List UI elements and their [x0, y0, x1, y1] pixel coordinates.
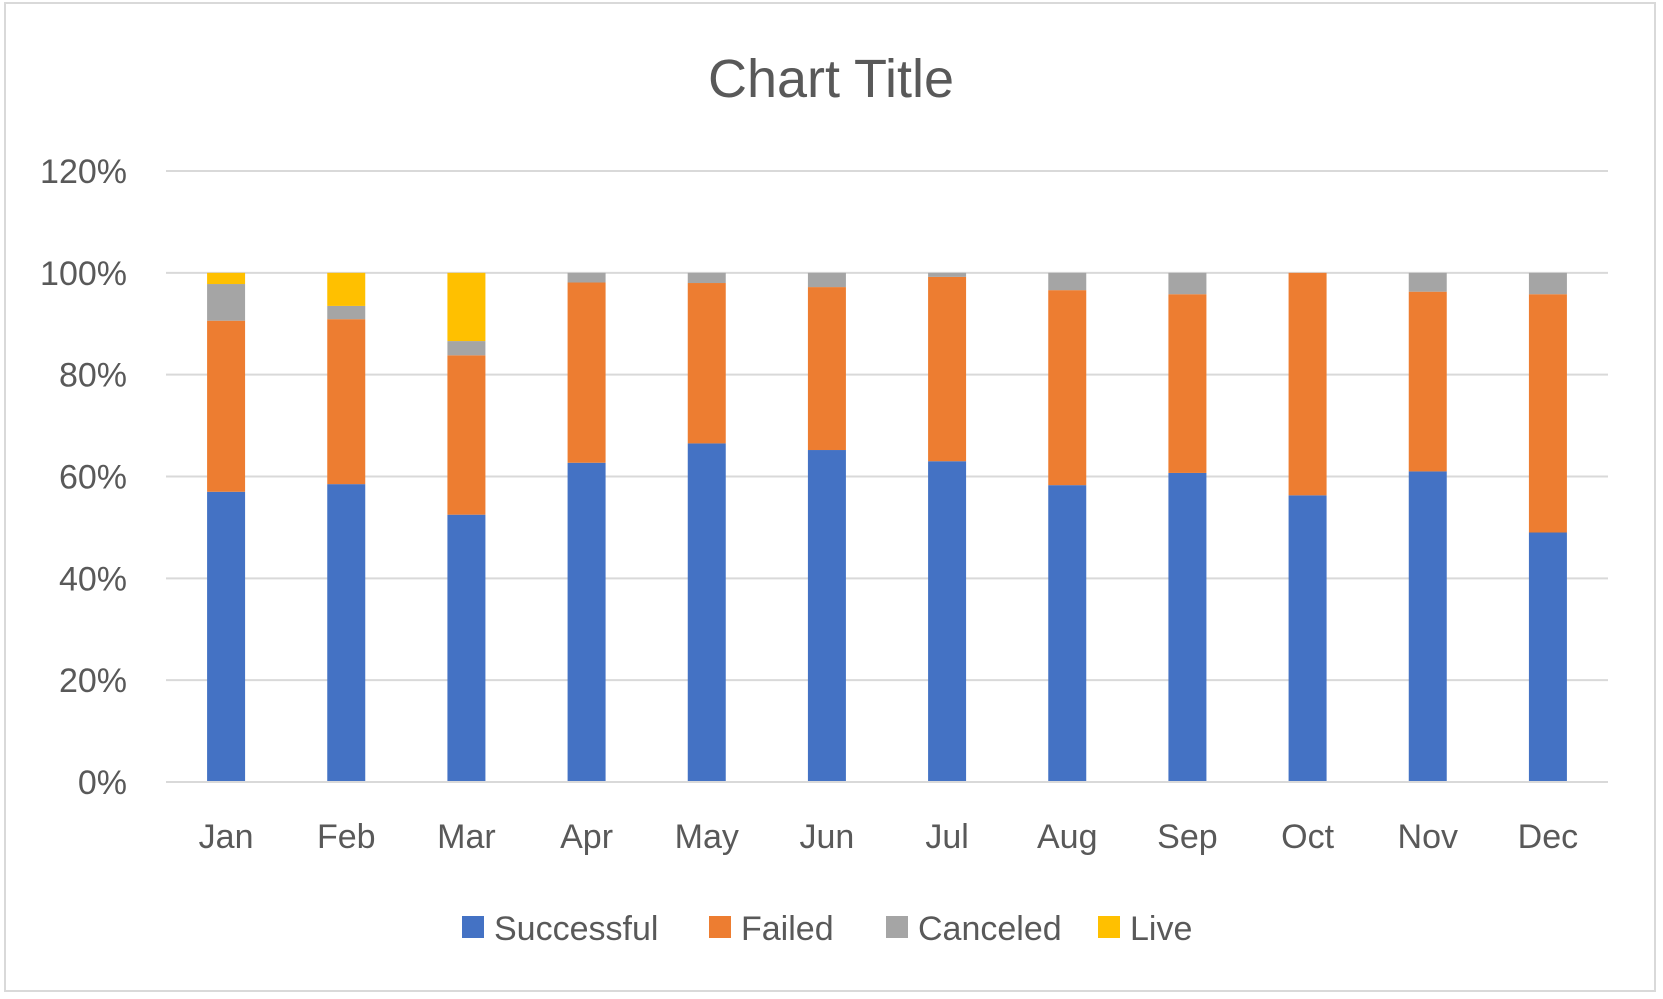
bar-canceled-apr — [567, 272, 606, 283]
y-tick-label: 80% — [59, 357, 127, 395]
bar-canceled-nov — [1408, 272, 1447, 292]
bars — [207, 272, 1567, 782]
y-tick-label: 0% — [78, 764, 127, 802]
bar-failed-feb — [327, 319, 366, 485]
bar-failed-may — [687, 283, 726, 444]
bar-canceled-feb — [327, 305, 366, 320]
bar-successful-may — [687, 443, 726, 782]
x-tick-label: Jun — [800, 818, 855, 856]
bar-successful-jun — [807, 450, 846, 782]
gridlines — [166, 170, 1608, 682]
bar-canceled-jan — [207, 284, 246, 321]
y-axis-labels: 0% 20% 40% 60% 80% 100% 120% — [40, 153, 127, 802]
y-tick-label: 120% — [40, 153, 127, 191]
bar-canceled-jun — [807, 272, 846, 288]
bar-canceled-dec — [1528, 272, 1567, 295]
x-tick-label: Nov — [1398, 818, 1458, 856]
bar-failed-nov — [1408, 291, 1447, 472]
legend-swatch-failed — [709, 916, 731, 938]
bar-successful-feb — [327, 484, 366, 782]
chart-title: Chart Title — [708, 49, 954, 109]
bar-successful-apr — [567, 462, 606, 782]
bar-live-jan — [207, 272, 246, 285]
bar-live-mar — [447, 272, 486, 342]
x-tick-label: Feb — [317, 818, 376, 856]
bar-successful-jul — [928, 461, 967, 782]
bar-live-feb — [327, 272, 366, 306]
x-tick-label: Sep — [1157, 818, 1218, 856]
bar-failed-mar — [447, 355, 486, 515]
bar-failed-apr — [567, 282, 606, 463]
bar-canceled-may — [687, 272, 726, 284]
bar-successful-jan — [207, 491, 246, 782]
bar-successful-aug — [1048, 485, 1087, 782]
bar-failed-sep — [1168, 294, 1207, 473]
legend: Successful Failed Canceled Live — [462, 910, 1192, 948]
bar-canceled-aug — [1048, 272, 1087, 291]
bar-successful-sep — [1168, 472, 1207, 782]
bar-failed-oct — [1288, 272, 1327, 496]
y-tick-label: 20% — [59, 662, 127, 700]
x-tick-label: Dec — [1518, 818, 1578, 856]
x-tick-label: Oct — [1281, 818, 1334, 856]
bar-failed-jun — [807, 287, 846, 451]
x-axis-labels: Jan Feb Mar Apr May Jun Jul Aug Sep Oct Nov Dec — [199, 818, 1578, 856]
x-tick-label: Aug — [1037, 818, 1098, 856]
bar-successful-nov — [1408, 471, 1447, 782]
bar-canceled-jul — [928, 272, 967, 277]
legend-label-live: Live — [1130, 910, 1192, 948]
legend-swatch-canceled — [886, 916, 908, 938]
bar-successful-oct — [1288, 495, 1327, 782]
bar-canceled-sep — [1168, 272, 1207, 295]
y-tick-label: 40% — [59, 560, 127, 598]
bar-successful-dec — [1528, 532, 1567, 782]
x-tick-label: Jan — [199, 818, 254, 856]
bar-failed-jul — [928, 276, 967, 462]
legend-label-failed: Failed — [741, 910, 834, 948]
x-tick-label: Apr — [560, 818, 613, 856]
y-tick-label: 60% — [59, 459, 127, 497]
legend-label-successful: Successful — [494, 910, 658, 948]
x-tick-label: Mar — [437, 818, 496, 856]
y-tick-label: 100% — [40, 255, 127, 293]
legend-swatch-live — [1098, 916, 1120, 938]
bar-failed-aug — [1048, 290, 1087, 486]
bar-failed-dec — [1528, 294, 1567, 533]
bar-canceled-mar — [447, 341, 486, 356]
legend-label-canceled: Canceled — [918, 910, 1062, 948]
bar-successful-mar — [447, 514, 486, 782]
x-tick-label: Jul — [925, 818, 968, 856]
x-tick-label: May — [675, 818, 739, 856]
bar-failed-jan — [207, 320, 246, 492]
legend-swatch-successful — [462, 916, 484, 938]
